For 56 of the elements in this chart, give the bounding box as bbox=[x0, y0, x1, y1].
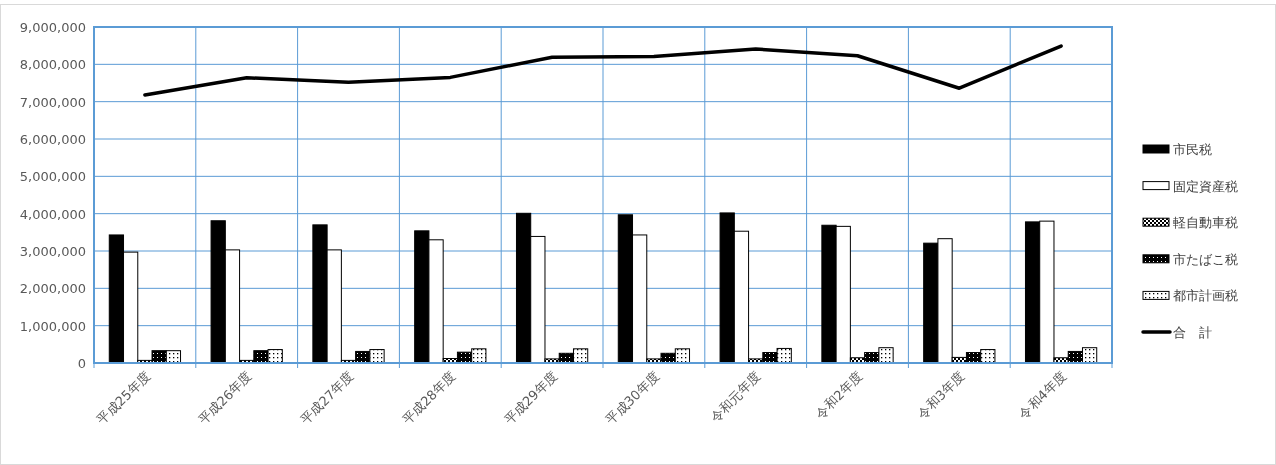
bar bbox=[369, 349, 385, 364]
bar bbox=[674, 348, 691, 364]
legend-label: 市民税 bbox=[1173, 142, 1212, 157]
bar bbox=[632, 234, 648, 364]
bar bbox=[471, 348, 487, 364]
bar bbox=[572, 348, 589, 364]
bar bbox=[923, 242, 939, 364]
bar bbox=[835, 225, 851, 364]
bar bbox=[123, 251, 139, 364]
bar bbox=[530, 235, 546, 364]
x-tick-label: 平成27年度 bbox=[297, 368, 357, 428]
legend-label: 市たばこ税 bbox=[1173, 251, 1238, 267]
bar bbox=[326, 249, 342, 364]
bar bbox=[267, 349, 283, 364]
bar bbox=[776, 347, 792, 364]
y-tick-label: 0 bbox=[77, 356, 86, 371]
bar bbox=[821, 224, 837, 364]
legend-label: 固定資産税 bbox=[1173, 178, 1238, 194]
y-tick-label: 3,000,000 bbox=[19, 244, 86, 259]
legend-label: 合 計 bbox=[1173, 325, 1212, 340]
y-tick-label: 2,000,000 bbox=[19, 281, 86, 297]
y-tick-label: 4,000,000 bbox=[19, 206, 86, 222]
y-tick-label: 8,000,000 bbox=[19, 57, 86, 73]
bar bbox=[428, 239, 444, 364]
bar bbox=[980, 349, 996, 364]
bar bbox=[224, 249, 241, 364]
x-tick-label: 平成26年度 bbox=[195, 368, 255, 428]
legend-label: 都市計画税 bbox=[1173, 288, 1238, 304]
y-tick-label: 6,000,000 bbox=[19, 132, 86, 147]
legend-label: 軽自動車税 bbox=[1173, 215, 1238, 231]
bar bbox=[1024, 221, 1041, 364]
x-tick-label: 平成28年度 bbox=[399, 368, 459, 428]
x-tick-label: 令和2年度 bbox=[812, 368, 866, 422]
y-tick-label: 7,000,000 bbox=[19, 94, 86, 110]
bar bbox=[210, 220, 226, 364]
bar bbox=[733, 230, 750, 364]
y-tick-label: 9,000,000 bbox=[19, 20, 86, 35]
x-tick-label: 平成25年度 bbox=[93, 368, 154, 428]
bar bbox=[515, 212, 532, 364]
line-series bbox=[143, 44, 1063, 97]
bar bbox=[878, 347, 894, 364]
bar bbox=[1039, 220, 1055, 364]
bar bbox=[414, 230, 430, 364]
bar bbox=[937, 238, 953, 364]
x-tick-label: 平成30年度 bbox=[602, 368, 663, 428]
x-tick-label: 令和4年度 bbox=[1015, 368, 1070, 422]
bar bbox=[312, 224, 328, 364]
bar bbox=[108, 234, 125, 364]
y-tick-label: 1,000,000 bbox=[19, 318, 86, 334]
x-tick-label: 令和元年度 bbox=[707, 368, 764, 426]
bar bbox=[719, 212, 735, 364]
x-tick-label: 平成29年度 bbox=[501, 368, 561, 428]
bar bbox=[617, 214, 634, 364]
bar bbox=[1081, 347, 1098, 364]
x-tick-label: 令和3年度 bbox=[914, 368, 968, 422]
y-tick-label: 5,000,000 bbox=[19, 169, 86, 185]
